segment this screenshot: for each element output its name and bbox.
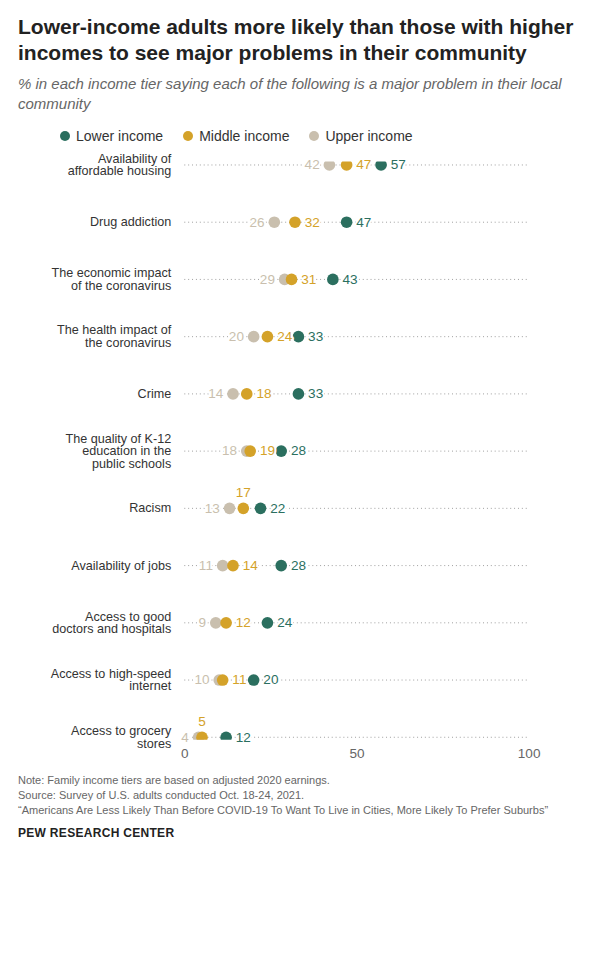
svg-text:11: 11 bbox=[199, 558, 213, 573]
svg-text:42: 42 bbox=[305, 157, 320, 172]
svg-text:5: 5 bbox=[198, 714, 206, 729]
svg-text:Availability ofaffordable hous: Availability ofaffordable housing bbox=[68, 152, 172, 179]
svg-text:47: 47 bbox=[356, 215, 371, 230]
svg-text:Drug addiction: Drug addiction bbox=[90, 215, 171, 229]
svg-text:14: 14 bbox=[208, 386, 224, 401]
svg-text:20: 20 bbox=[263, 672, 279, 687]
html-text:PEW RESEARCH CENTER: PEW RESEARCH CENTER bbox=[18, 825, 175, 840]
svg-text:13: 13 bbox=[205, 501, 220, 516]
svg-text:0: 0 bbox=[181, 746, 189, 761]
svg-text:17: 17 bbox=[236, 485, 251, 500]
svg-text:22: 22 bbox=[270, 501, 285, 516]
svg-text:33: 33 bbox=[308, 386, 323, 401]
svg-text:Racism: Racism bbox=[129, 501, 171, 515]
svg-text:18: 18 bbox=[256, 386, 271, 401]
svg-text:4: 4 bbox=[181, 730, 189, 745]
svg-text:57: 57 bbox=[391, 157, 406, 172]
html-text:Upper income: Upper income bbox=[325, 128, 413, 144]
svg-text:12: 12 bbox=[236, 730, 251, 745]
svg-text:19: 19 bbox=[260, 443, 275, 458]
svg-text:28: 28 bbox=[291, 558, 306, 573]
svg-text:24: 24 bbox=[277, 615, 293, 630]
html-text:“Americans Are Less Likely Tha: “Americans Are Less Likely Than Before C… bbox=[18, 803, 549, 816]
svg-text:11: 11 bbox=[232, 672, 246, 687]
svg-text:29: 29 bbox=[260, 272, 275, 287]
svg-text:Access to high-speedinternet: Access to high-speedinternet bbox=[51, 667, 172, 694]
svg-text:20: 20 bbox=[229, 329, 245, 344]
html-text:% in each income tier saying e: % in each income tier saying each of the… bbox=[18, 75, 562, 112]
svg-text:The economic impactof the coro: The economic impactof the coronavirus bbox=[52, 266, 172, 293]
svg-text:26: 26 bbox=[250, 215, 265, 230]
svg-text:Access to grocerystores: Access to grocerystores bbox=[71, 724, 172, 751]
svg-text:18: 18 bbox=[222, 443, 237, 458]
svg-text:The health impact ofthe corona: The health impact ofthe coronavirus bbox=[57, 323, 172, 350]
svg-text:50: 50 bbox=[349, 746, 365, 761]
svg-text:33: 33 bbox=[308, 329, 323, 344]
svg-text:Access to gooddoctors and hosp: Access to gooddoctors and hospitals bbox=[52, 610, 171, 637]
svg-text:43: 43 bbox=[343, 272, 358, 287]
svg-text:Availability of jobs: Availability of jobs bbox=[71, 559, 171, 573]
svg-text:9: 9 bbox=[199, 615, 207, 630]
svg-text:24: 24 bbox=[277, 329, 293, 344]
html-text:Lower income: Lower income bbox=[76, 128, 164, 144]
svg-text:31: 31 bbox=[301, 272, 316, 287]
svg-text:32: 32 bbox=[305, 215, 320, 230]
svg-text:14: 14 bbox=[243, 558, 259, 573]
html-text:Lower-income adults more likel: Lower-income adults more likely than tho… bbox=[18, 15, 574, 64]
svg-text:The quality of K-12education i: The quality of K-12education in thepubli… bbox=[65, 432, 171, 471]
svg-text:10: 10 bbox=[194, 672, 210, 687]
svg-text:28: 28 bbox=[291, 443, 306, 458]
svg-text:12: 12 bbox=[236, 615, 251, 630]
svg-text:100: 100 bbox=[518, 746, 541, 761]
html-text:Note: Family income tiers are: Note: Family income tiers are based on a… bbox=[18, 773, 330, 786]
svg-text:47: 47 bbox=[356, 157, 371, 172]
svg-text:Crime: Crime bbox=[138, 387, 172, 401]
html-text:Middle income: Middle income bbox=[199, 128, 290, 144]
html-text:Source: Survey of U.S. adults: Source: Survey of U.S. adults conducted … bbox=[18, 788, 305, 801]
